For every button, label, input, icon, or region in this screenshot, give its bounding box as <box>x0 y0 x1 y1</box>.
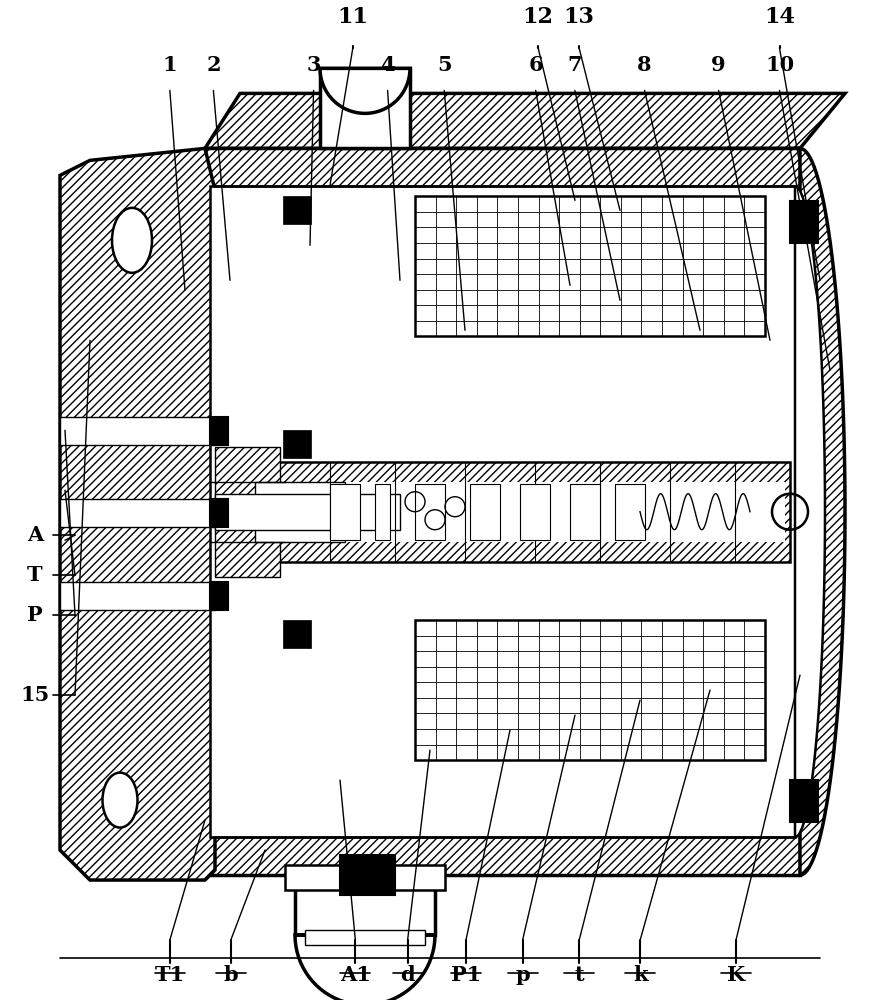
Text: T1: T1 <box>155 965 185 985</box>
Bar <box>330 484 360 540</box>
Polygon shape <box>60 148 215 880</box>
Text: 6: 6 <box>529 55 543 75</box>
Text: d: d <box>401 965 415 985</box>
Bar <box>210 417 228 445</box>
Bar <box>520 484 550 540</box>
Bar <box>470 484 500 540</box>
Bar <box>790 780 818 822</box>
Bar <box>295 875 435 935</box>
Ellipse shape <box>112 208 152 273</box>
Bar <box>790 201 818 243</box>
Text: 1: 1 <box>163 55 177 75</box>
Text: 15: 15 <box>20 685 50 705</box>
Bar <box>285 865 445 890</box>
Bar <box>60 499 215 527</box>
Bar <box>60 582 215 610</box>
Text: 4: 4 <box>381 55 395 75</box>
Polygon shape <box>795 186 825 837</box>
Bar <box>375 484 390 540</box>
Text: 12: 12 <box>523 6 554 28</box>
Bar <box>340 855 395 895</box>
Text: A: A <box>27 525 44 545</box>
Text: 13: 13 <box>564 6 595 28</box>
Text: T: T <box>27 565 43 585</box>
Bar <box>615 484 645 540</box>
Text: 5: 5 <box>437 55 451 75</box>
Bar <box>570 484 600 540</box>
Text: 10: 10 <box>765 55 794 75</box>
Bar <box>215 494 400 530</box>
Text: 9: 9 <box>712 55 726 75</box>
Text: b: b <box>224 965 238 985</box>
Text: 8: 8 <box>638 55 652 75</box>
Bar <box>210 186 795 837</box>
Bar <box>215 447 280 577</box>
Bar <box>60 417 215 445</box>
Text: P: P <box>27 605 43 625</box>
Text: 3: 3 <box>307 55 321 75</box>
Text: 2: 2 <box>206 55 220 75</box>
Bar <box>320 68 410 148</box>
Text: 11: 11 <box>337 6 368 28</box>
Polygon shape <box>295 935 435 1000</box>
Bar <box>283 196 311 224</box>
Text: P1: P1 <box>451 965 481 985</box>
Bar <box>305 930 425 945</box>
Polygon shape <box>205 93 845 148</box>
Bar <box>283 430 311 458</box>
Bar <box>283 620 311 648</box>
Bar <box>415 196 765 336</box>
Bar <box>255 482 345 542</box>
Text: 14: 14 <box>764 6 795 28</box>
Bar <box>255 462 790 562</box>
Bar <box>415 620 765 760</box>
Text: k: k <box>633 965 647 985</box>
Text: t: t <box>574 965 584 985</box>
Bar <box>210 499 228 527</box>
Polygon shape <box>320 68 410 113</box>
Text: 7: 7 <box>568 55 582 75</box>
Ellipse shape <box>103 773 138 828</box>
Bar <box>210 582 228 610</box>
Text: p: p <box>516 965 530 985</box>
Text: K: K <box>727 965 745 985</box>
Polygon shape <box>800 148 845 875</box>
Bar <box>415 484 445 540</box>
Polygon shape <box>205 148 800 875</box>
Bar <box>260 482 785 542</box>
Text: A1: A1 <box>340 965 371 985</box>
